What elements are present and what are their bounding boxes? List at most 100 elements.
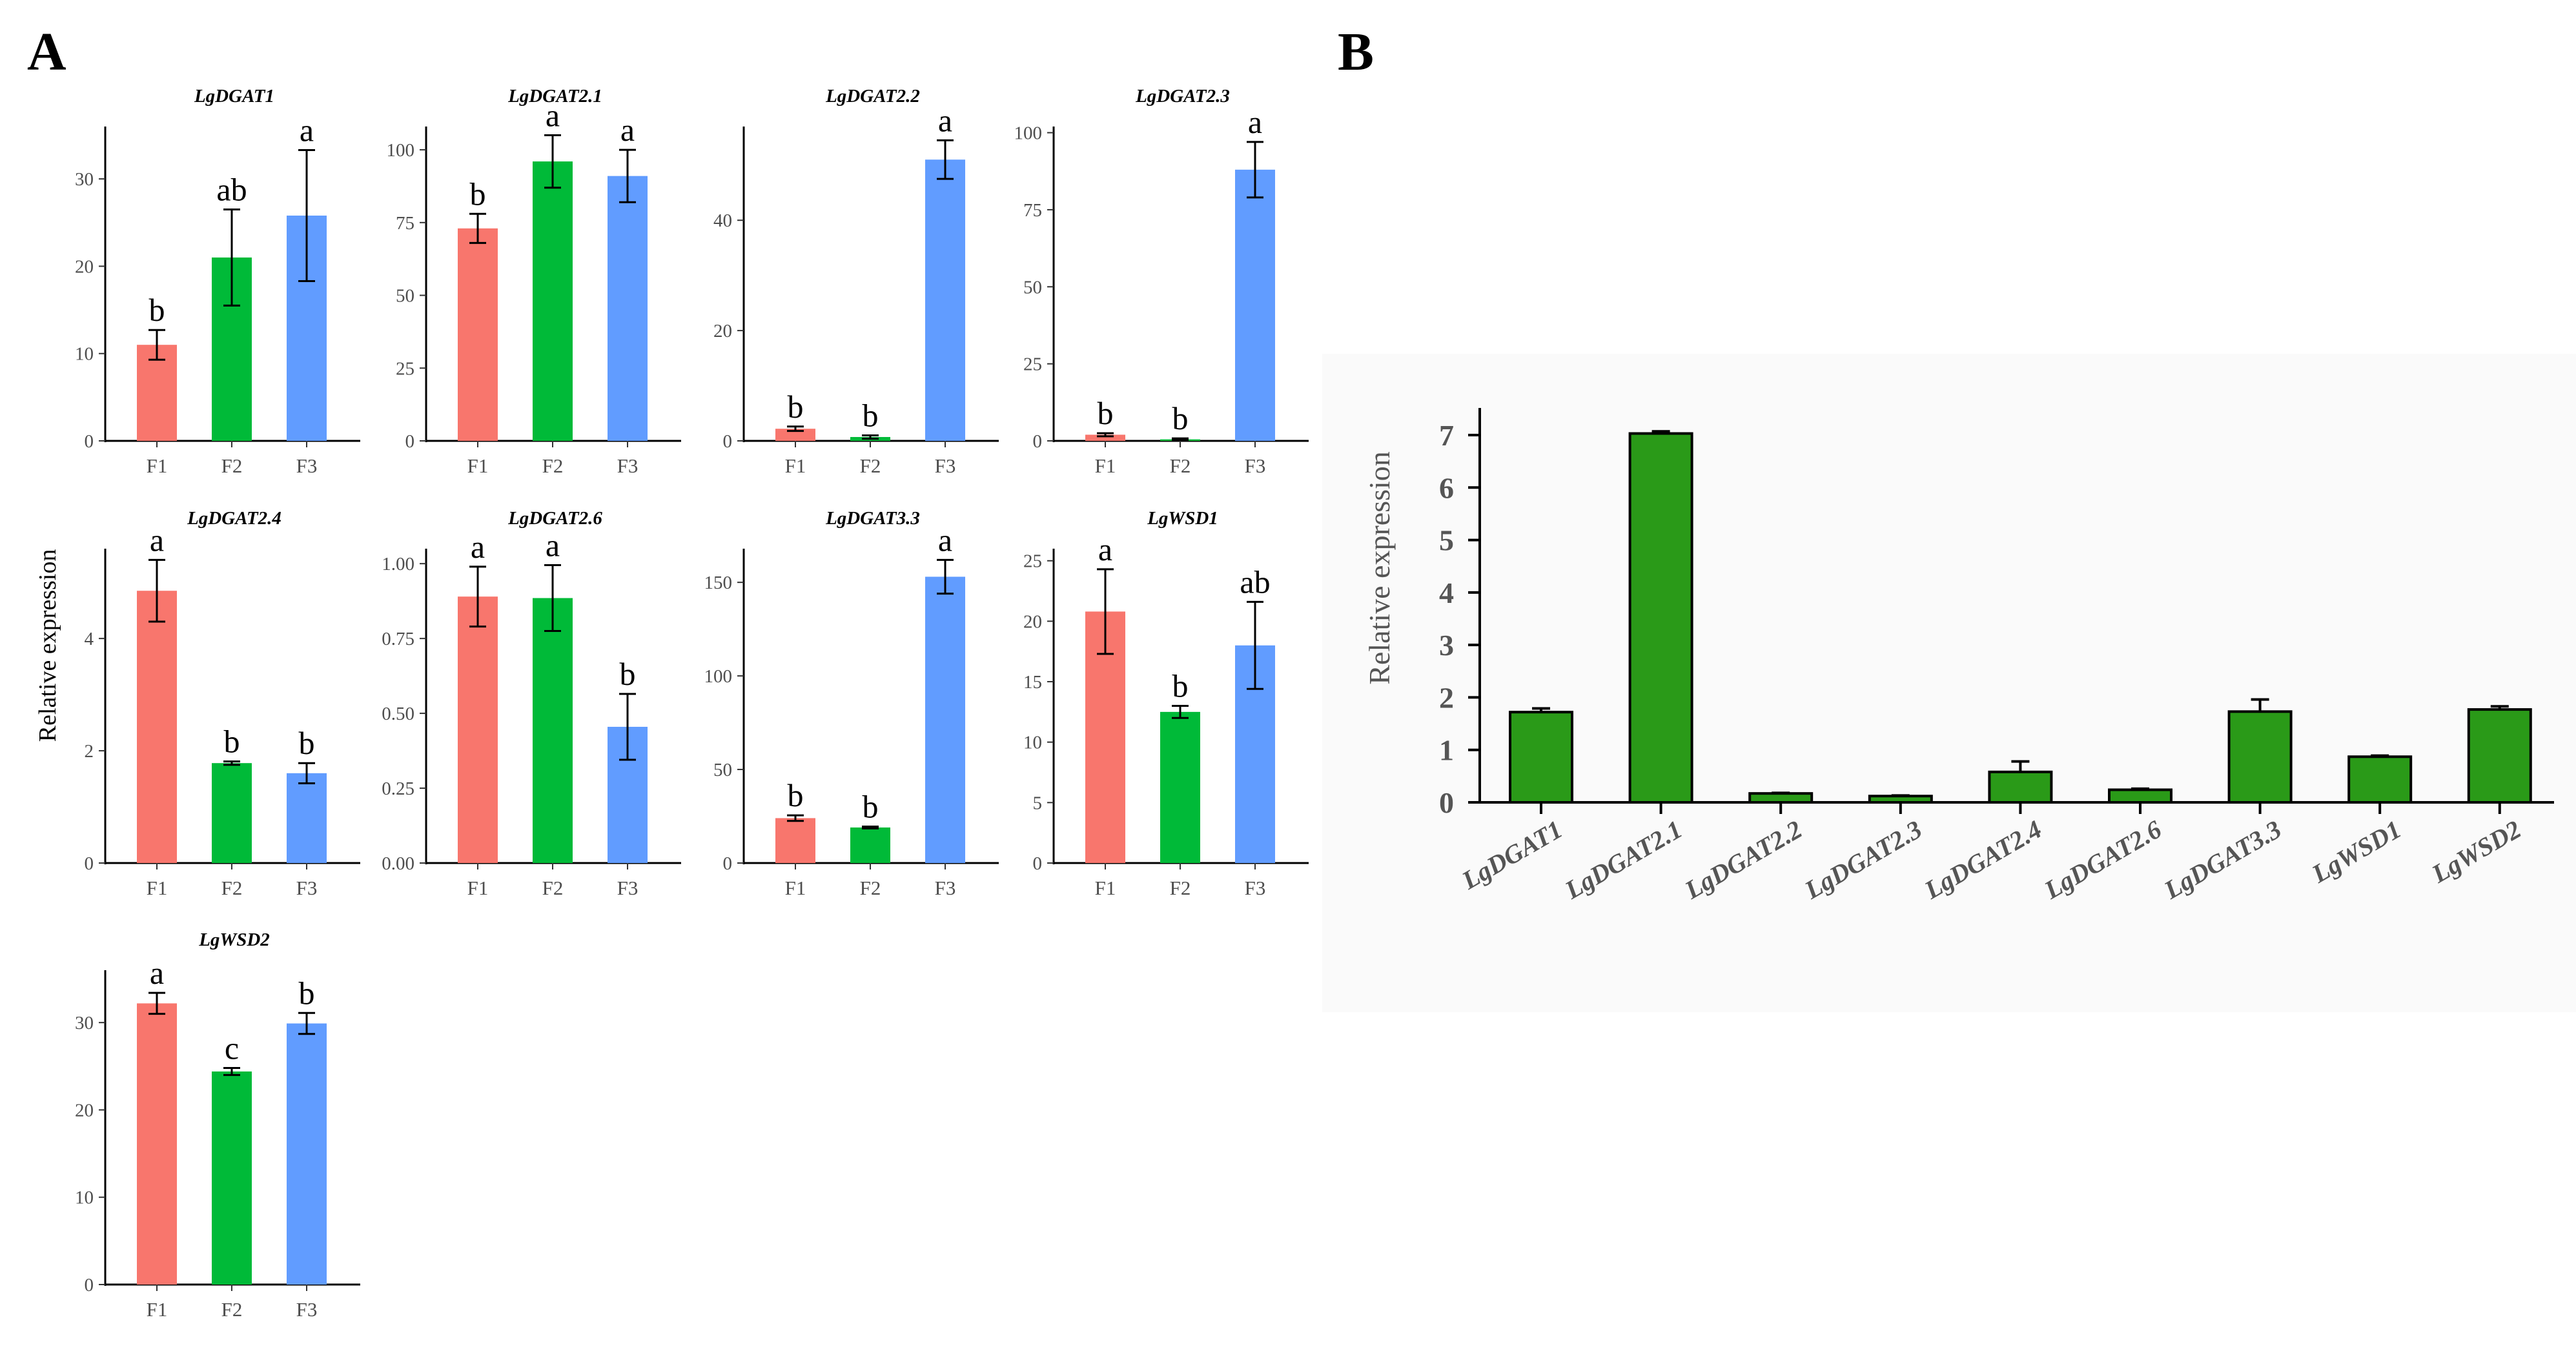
bar-f1 (458, 228, 498, 441)
y-tick-label: 10 (75, 344, 94, 365)
bar-f3 (287, 773, 327, 863)
error-bar (1172, 705, 1189, 719)
x-tick-label: F1 (147, 1298, 168, 1321)
bar-lgwsd2 (2467, 708, 2532, 804)
y-tick-label: 25 (1023, 551, 1042, 572)
error-bar (148, 558, 165, 623)
error-bar (1891, 794, 1910, 797)
y-tick-label: 2 (85, 741, 94, 762)
error-bar (2490, 705, 2509, 710)
error-bar (1651, 430, 1670, 434)
y-tick-label: 10 (1023, 733, 1042, 753)
subplot-lgdgat2-4: LgDGAT2.4 0 2 4 a F1 b F2 b F3 (85, 508, 360, 899)
x-tick-label: F1 (785, 454, 806, 477)
x-tick-label: F1 (467, 454, 489, 477)
error-bar (223, 1067, 240, 1076)
error-bar (619, 148, 636, 203)
bar-f1 (137, 1003, 177, 1285)
error-bar (937, 139, 954, 180)
error-bar (862, 434, 879, 440)
y-tick-label: 0.25 (382, 778, 414, 799)
y-tick-label: 1 (1439, 734, 1454, 767)
y-tick-label: 0 (723, 431, 733, 452)
subplot-title: LgDGAT1 (194, 86, 274, 107)
error-bar (298, 1011, 315, 1035)
x-tick-label: F1 (785, 877, 806, 899)
significance-letter: b (299, 975, 315, 1011)
bar-f1 (1085, 434, 1125, 441)
panel-label-a: A (27, 22, 66, 82)
y-tick-label: 10 (75, 1188, 94, 1208)
subplot-title: LgWSD1 (1147, 508, 1218, 529)
x-tick-label: F3 (935, 877, 956, 899)
y-tick-label: 0 (85, 431, 94, 452)
x-tick-label: F2 (860, 877, 881, 899)
bar-f2 (533, 161, 573, 441)
significance-letter: c (225, 1030, 239, 1066)
y-tick-label: 15 (1023, 672, 1042, 693)
bar-f1 (775, 429, 815, 441)
subplot-title: LgWSD2 (198, 930, 270, 950)
y-tick-label: 0 (85, 853, 94, 874)
significance-letter: a (620, 112, 635, 148)
significance-letter: a (471, 529, 485, 565)
y-tick-label: 75 (1023, 200, 1042, 221)
bar-lgdgat2-4 (1988, 770, 2053, 804)
significance-letter: b (224, 724, 240, 760)
significance-letter: a (300, 112, 314, 148)
bar-f3 (925, 576, 965, 863)
y-tick-label: 40 (713, 210, 732, 231)
error-bar (2131, 787, 2149, 790)
subplot-lgdgat2-3: LgDGAT2.3 0 25 50 75 100 b F1 b F2 a F3 (1014, 86, 1309, 477)
error-bar (544, 564, 561, 633)
significance-letter: b (1172, 400, 1189, 436)
error-bar (937, 558, 954, 595)
x-tick-label: F3 (296, 877, 318, 899)
y-tick-label: 0.50 (382, 704, 414, 724)
y-tick-label: 0 (1033, 853, 1043, 874)
y-tick-label: 50 (396, 286, 414, 307)
significance-letter: ab (1240, 564, 1270, 600)
bar-f2 (212, 763, 252, 863)
y-tick-label: 0.75 (382, 629, 414, 649)
y-tick-label: 3 (1439, 629, 1454, 662)
error-bar (2011, 760, 2030, 772)
x-tick-label: F2 (542, 454, 564, 477)
x-tick-label: F3 (296, 1298, 318, 1321)
y-tick-label: 4 (1439, 576, 1454, 609)
error-bar (619, 693, 636, 761)
significance-letter: b (788, 777, 804, 813)
bar-lgdgat2-3 (1868, 795, 1933, 804)
significance-letter: a (150, 955, 164, 991)
bar-f1 (458, 596, 498, 863)
x-tick-label: F3 (935, 454, 956, 477)
y-tick-label: 100 (704, 666, 733, 687)
y-tick-label: 0 (1033, 431, 1043, 452)
subplot-lgdgat2-2: LgDGAT2.2 0 20 40 b F1 b F2 a F3 (713, 86, 999, 477)
significance-letter: b (1172, 668, 1189, 704)
y-tick-label: 30 (75, 169, 94, 190)
significance-letter: a (546, 527, 560, 564)
y-tick-label: 20 (1023, 611, 1042, 632)
x-tick-label: F1 (467, 877, 489, 899)
error-bar (1097, 568, 1114, 655)
y-tick-label: 5 (1439, 524, 1454, 557)
bar-lgdgat2-6 (2108, 788, 2172, 804)
bar-f3 (925, 159, 965, 441)
significance-letter: a (938, 102, 952, 138)
bar-lgdgat1 (1509, 711, 1573, 804)
error-bar (298, 762, 315, 785)
panel-b-background (1322, 354, 2576, 1012)
x-tick-label: F1 (1095, 877, 1116, 899)
bar-f2 (1160, 711, 1200, 863)
significance-letter: a (1098, 531, 1112, 567)
error-bar (1097, 432, 1114, 438)
subplot-lgdgat3-3: LgDGAT3.3 0 50 100 150 b F1 b F2 a F3 (704, 508, 999, 899)
x-tick-label: F2 (542, 877, 564, 899)
y-tick-label: 25 (1023, 354, 1042, 375)
bar-f3 (608, 176, 648, 441)
subplot-lgwsd2: LgWSD2 0 10 20 30 a F1 c F2 b F3 (75, 930, 360, 1321)
bar-lgdgat3-3 (2227, 710, 2293, 804)
significance-letter: a (938, 522, 952, 558)
